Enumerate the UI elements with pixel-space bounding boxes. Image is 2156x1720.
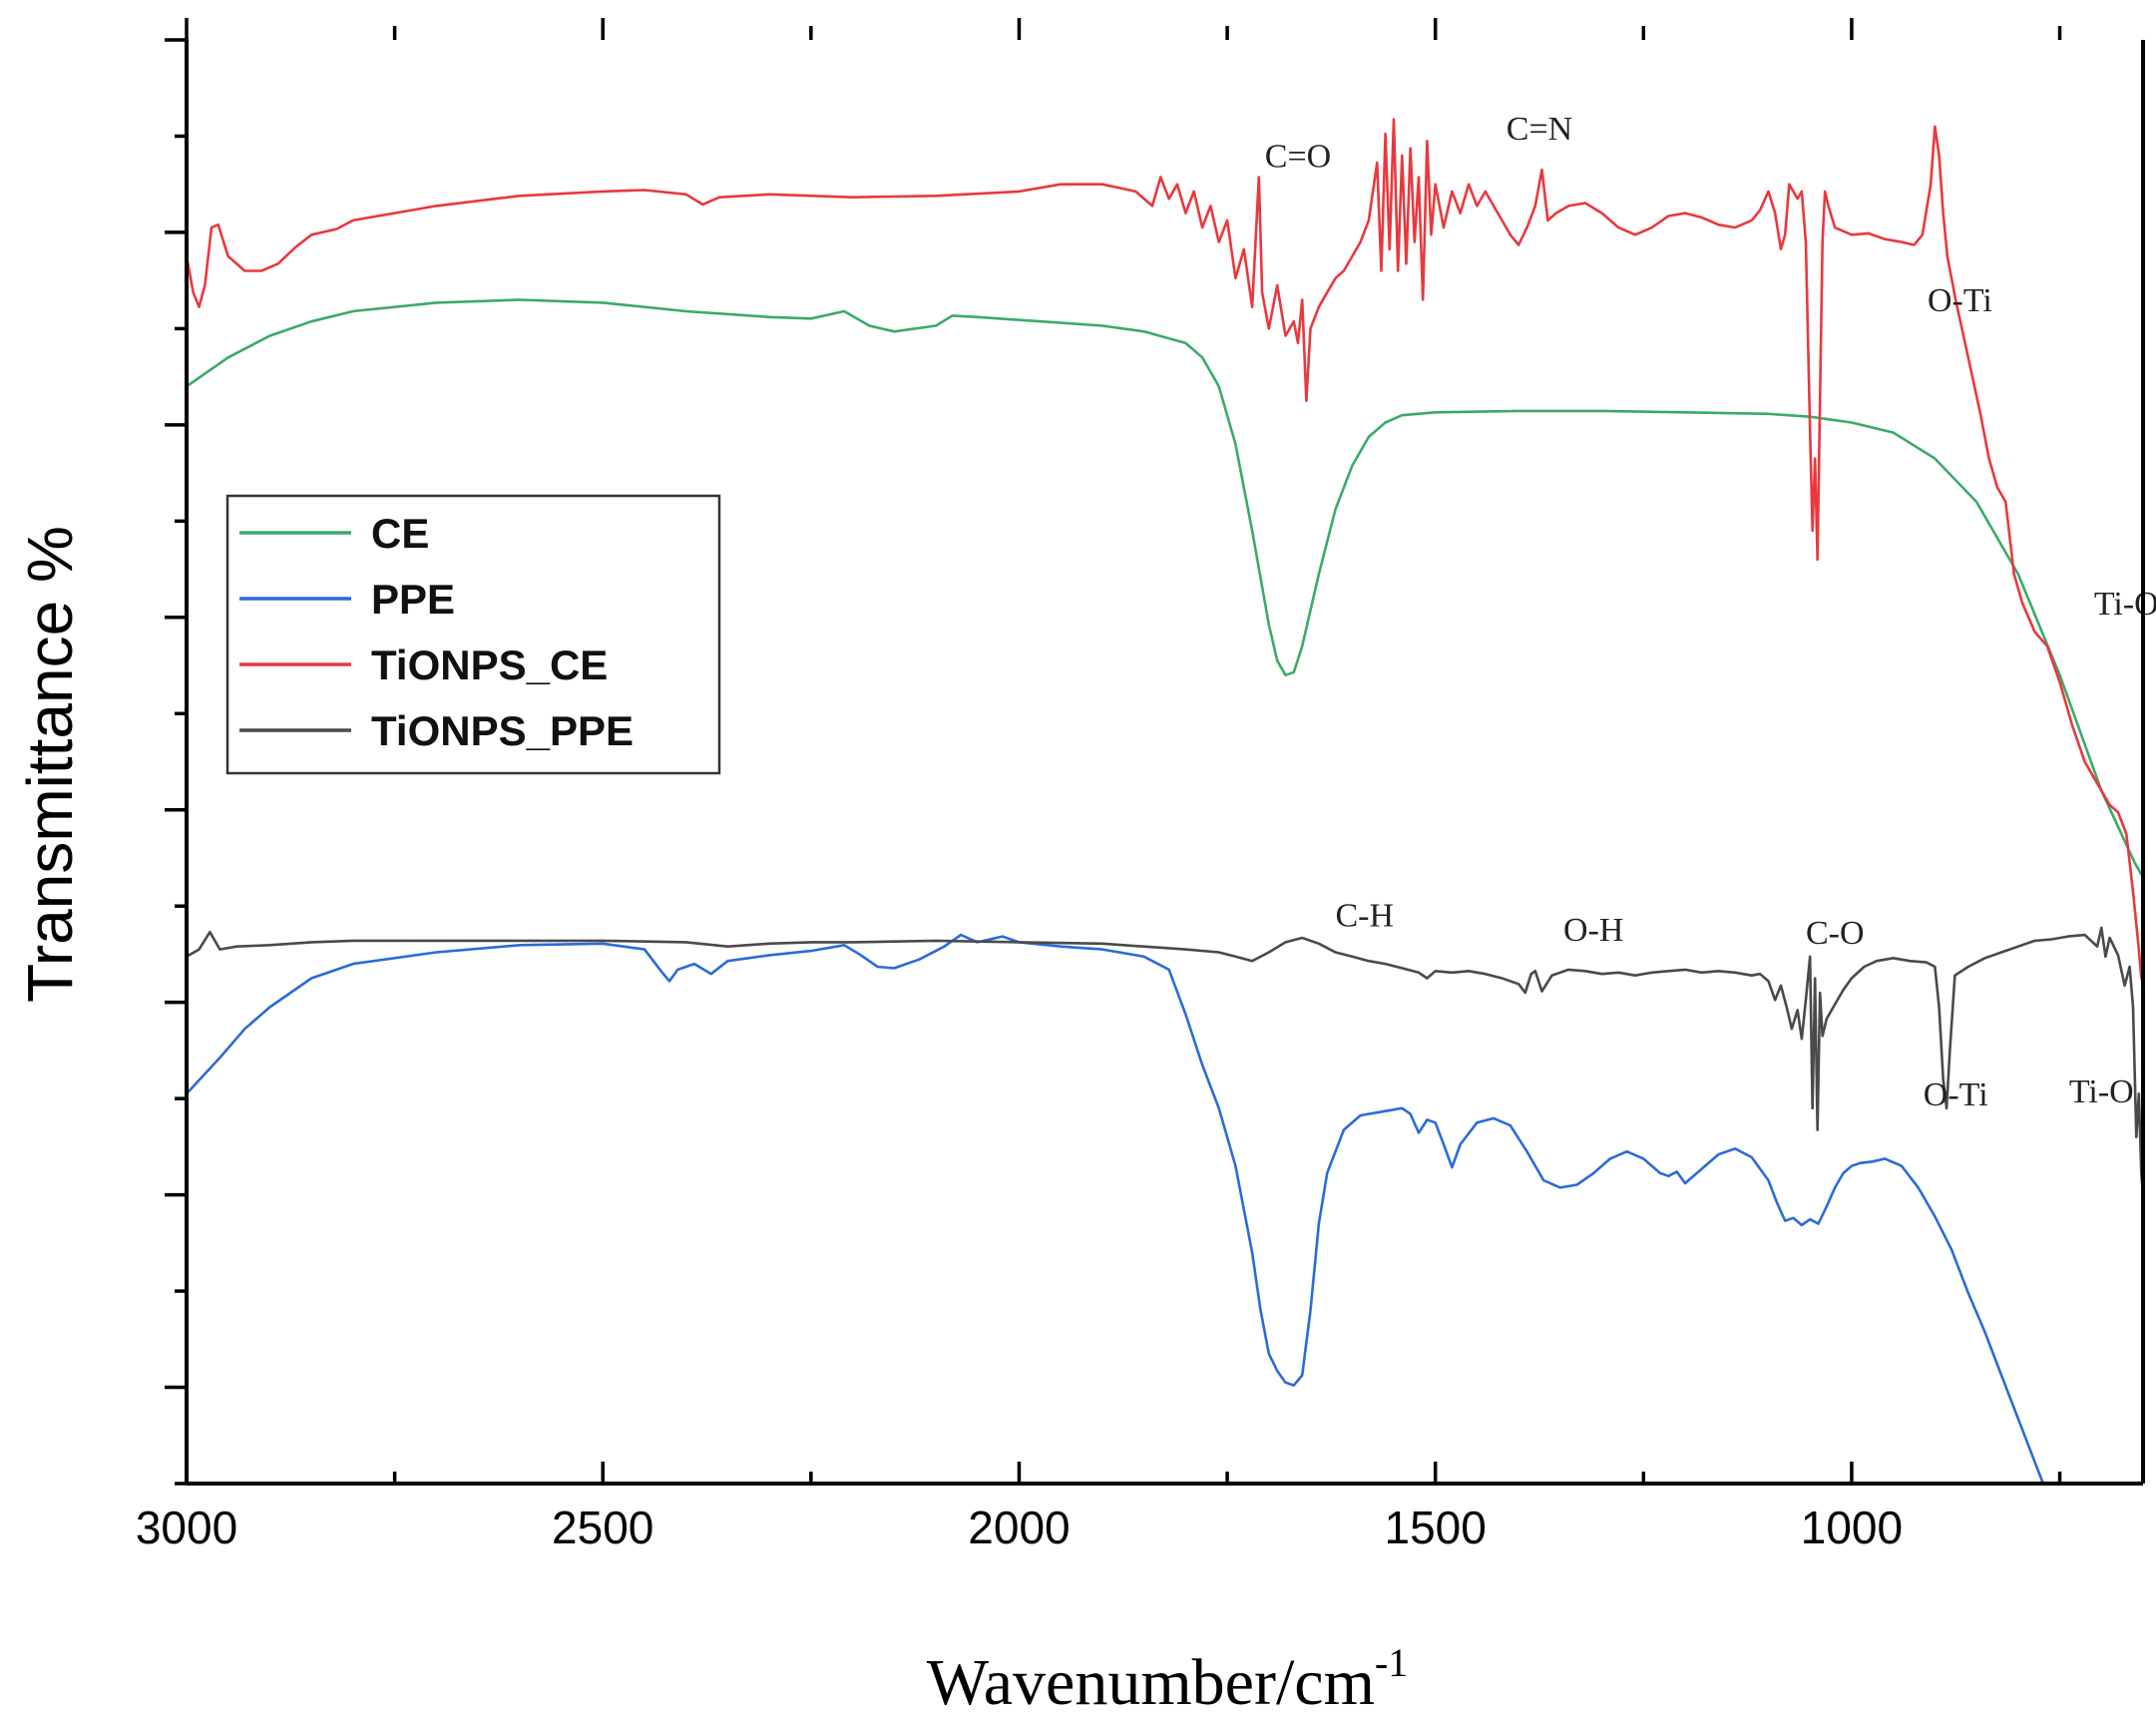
axis-ticks: 3000 2500 2000 1500 1000 xyxy=(136,18,2062,1553)
series-layer xyxy=(185,118,2145,1485)
y-axis-title: Transmittance % xyxy=(14,526,86,1003)
annotation-layer: C=O C=N O-Ti Ti-O C-H O-H C-O O-Ti Ti-O xyxy=(1265,111,2156,1113)
peak-annotation: C=N xyxy=(1507,111,1572,148)
x-axis-title-superscript: -1 xyxy=(1375,1640,1408,1685)
legend-label: TiONPS_PPE xyxy=(371,707,634,754)
x-tick-label: 1000 xyxy=(1801,1502,1903,1553)
x-tick-label: 3000 xyxy=(136,1502,237,1553)
series-line-tionps-ppe xyxy=(186,926,2145,1195)
x-tick-label: 2000 xyxy=(968,1502,1070,1553)
peak-annotation: O-Ti xyxy=(1924,1076,1988,1113)
x-axis-title-text: Wavenumber/cm xyxy=(927,1646,1375,1719)
peak-annotation: C=O xyxy=(1265,138,1331,175)
peak-annotation: Ti-O xyxy=(2069,1074,2134,1110)
peak-annotation: C-H xyxy=(1335,897,1394,934)
peak-annotation: C-O xyxy=(1806,915,1865,952)
series-line-ce xyxy=(186,298,2145,878)
x-tick-label: 1500 xyxy=(1385,1502,1487,1553)
legend-label: PPE xyxy=(371,576,455,623)
x-tick-label: 2500 xyxy=(552,1502,653,1553)
legend-box xyxy=(225,494,721,775)
legend: CE PPE TiONPS_CE TiONPS_PPE xyxy=(225,494,721,775)
peak-annotation: O-Ti xyxy=(1928,282,1992,319)
x-axis-title: Wavenumber/cm-1 xyxy=(927,1640,1409,1719)
series-line-tionps-ce xyxy=(185,118,2145,980)
legend-label: CE xyxy=(371,510,429,557)
peak-annotation: Ti-O xyxy=(2094,586,2156,623)
series-line-ppe xyxy=(186,933,2045,1485)
legend-label: TiONPS_CE xyxy=(371,642,608,688)
peak-annotation: O-H xyxy=(1563,912,1623,949)
